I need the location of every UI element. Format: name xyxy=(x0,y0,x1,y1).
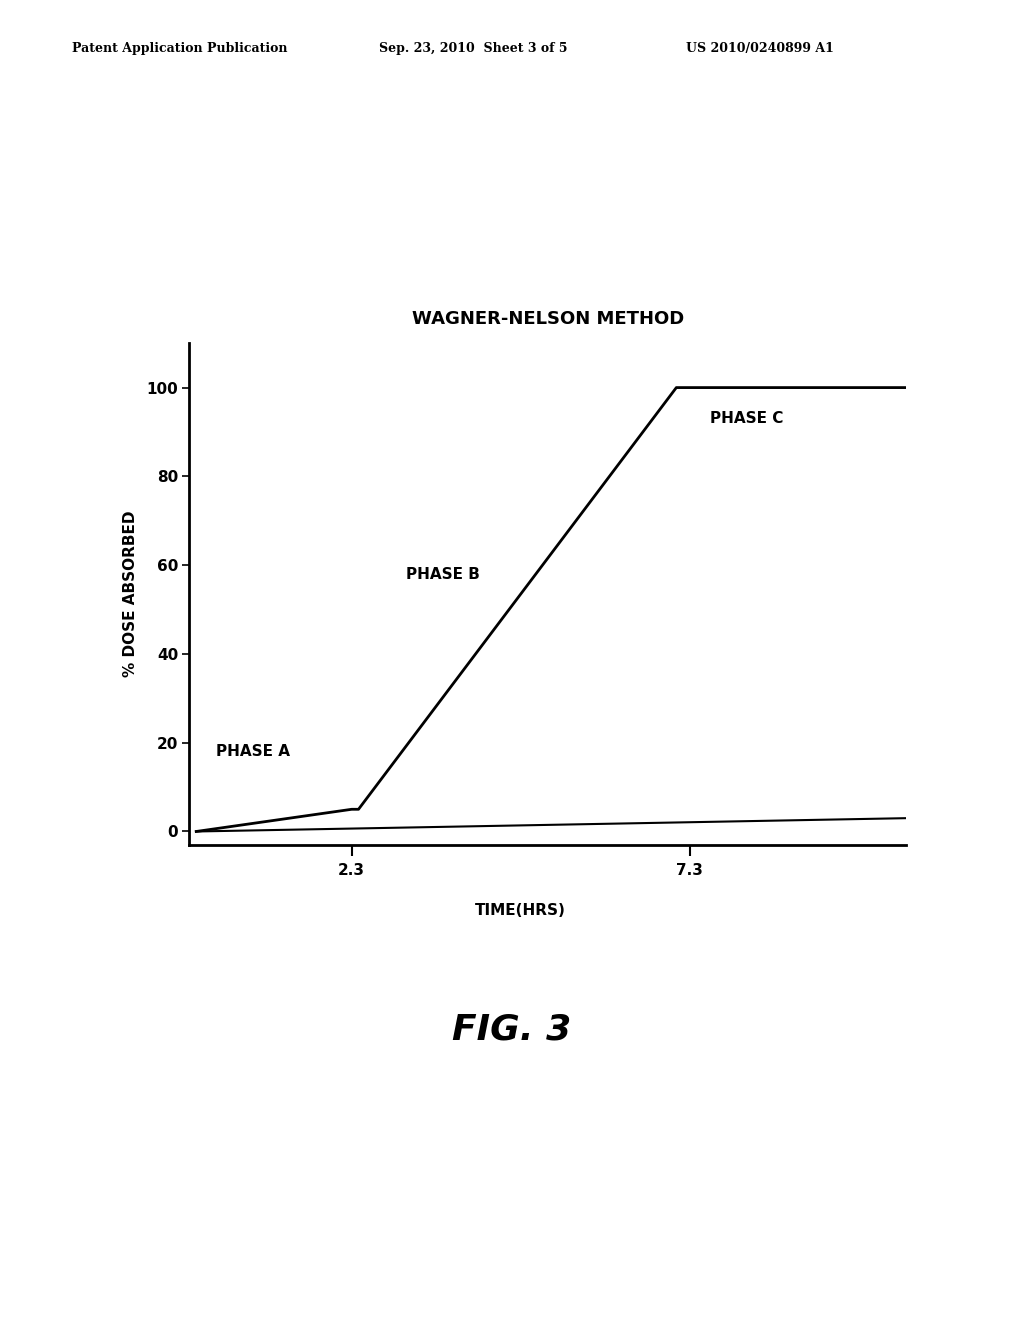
Title: WAGNER-NELSON METHOD: WAGNER-NELSON METHOD xyxy=(412,310,684,327)
Text: PHASE C: PHASE C xyxy=(710,411,783,426)
Text: Sep. 23, 2010  Sheet 3 of 5: Sep. 23, 2010 Sheet 3 of 5 xyxy=(379,42,567,55)
Y-axis label: % DOSE ABSORBED: % DOSE ABSORBED xyxy=(123,511,138,677)
Text: FIG. 3: FIG. 3 xyxy=(453,1012,571,1047)
Text: TIME(HRS): TIME(HRS) xyxy=(475,903,566,917)
Text: US 2010/0240899 A1: US 2010/0240899 A1 xyxy=(686,42,834,55)
Text: PHASE A: PHASE A xyxy=(216,744,291,759)
Text: PHASE B: PHASE B xyxy=(406,566,479,582)
Text: Patent Application Publication: Patent Application Publication xyxy=(72,42,287,55)
